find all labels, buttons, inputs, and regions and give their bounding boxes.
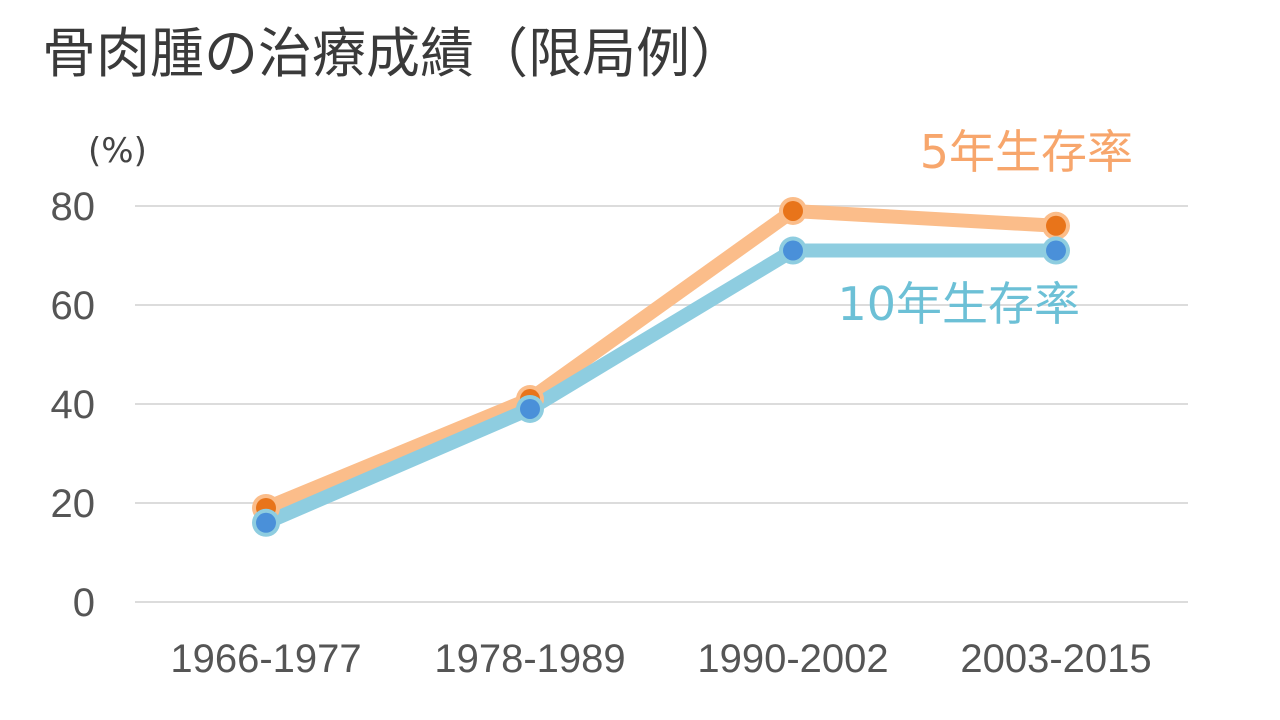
ten-year-series-label: 10年生存率 xyxy=(837,277,1080,331)
ten-year-data-point xyxy=(256,512,276,533)
five-year-data-point xyxy=(1046,215,1066,236)
x-tick-label: 1990-2002 xyxy=(697,637,888,681)
gridlines xyxy=(135,205,1188,603)
y-tick-label: 0 xyxy=(73,581,95,625)
chart-title: 骨肉腫の治療成績（限局例） xyxy=(42,22,744,85)
ten-year-data-point xyxy=(1046,240,1066,261)
ten-year-data-point xyxy=(783,240,803,261)
five-year-data-point xyxy=(783,200,803,221)
y-tick-label: 60 xyxy=(51,284,96,328)
y-tick-label: 40 xyxy=(51,383,96,427)
x-axis-tick-labels: 1966-1977 1978-1989 1990-2002 2003-2015 xyxy=(170,637,1151,681)
five-year-series-line xyxy=(259,203,1063,515)
y-axis-unit-label: (%) xyxy=(88,131,147,171)
ten-year-data-point xyxy=(520,398,540,419)
x-tick-label: 1978-1989 xyxy=(434,637,625,681)
y-tick-label: 80 xyxy=(51,185,96,229)
y-tick-label: 20 xyxy=(51,482,96,526)
x-tick-label: 1966-1977 xyxy=(170,637,361,681)
five-year-series-label: 5年生存率 xyxy=(920,125,1133,179)
series-lines xyxy=(259,203,1063,530)
series-labels: 5年生存率 10年生存率 xyxy=(837,125,1133,331)
y-axis-tick-labels: 0 20 40 60 80 xyxy=(51,185,96,625)
ten-year-series-line xyxy=(259,243,1063,530)
series-points xyxy=(252,196,1070,537)
x-tick-label: 2003-2015 xyxy=(960,637,1151,681)
